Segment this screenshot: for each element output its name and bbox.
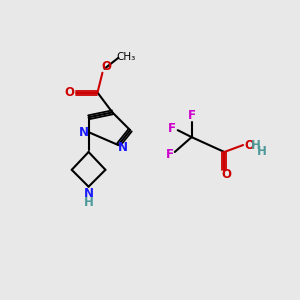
Text: O: O (101, 60, 111, 73)
Text: H: H (84, 196, 94, 209)
Text: N: N (118, 140, 128, 154)
Text: O: O (65, 86, 75, 99)
Text: O: O (244, 139, 254, 152)
Text: H: H (251, 139, 261, 152)
Text: H: H (257, 146, 267, 158)
Text: F: F (188, 109, 196, 122)
Text: O: O (221, 168, 231, 181)
Text: N: N (84, 187, 94, 200)
Text: F: F (168, 122, 176, 135)
Text: F: F (166, 148, 174, 161)
Text: CH₃: CH₃ (117, 52, 136, 62)
Text: N: N (79, 126, 88, 139)
